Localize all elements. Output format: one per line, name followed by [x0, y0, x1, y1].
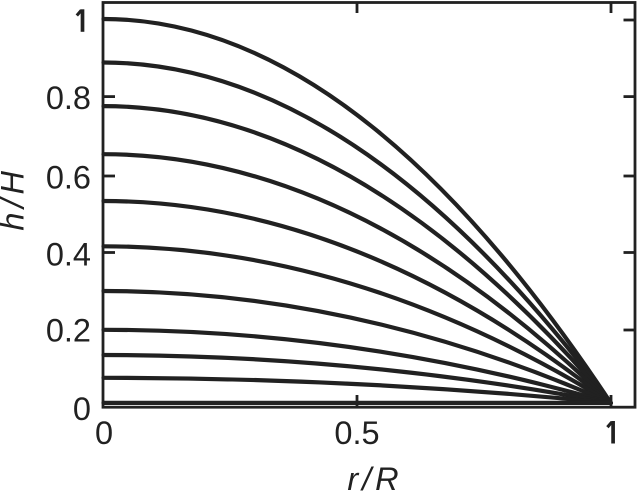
svg-text:0: 0 — [95, 415, 113, 451]
svg-text:0.4: 0.4 — [46, 236, 91, 272]
svg-text:h/H: h/H — [0, 167, 31, 231]
svg-text:0.2: 0.2 — [46, 313, 91, 349]
svg-text:r/R: r/R — [347, 461, 402, 491]
svg-text:0.6: 0.6 — [46, 160, 91, 196]
svg-text:0.5: 0.5 — [334, 415, 379, 451]
svg-text:0: 0 — [73, 391, 91, 427]
svg-text:0.8: 0.8 — [46, 80, 91, 116]
